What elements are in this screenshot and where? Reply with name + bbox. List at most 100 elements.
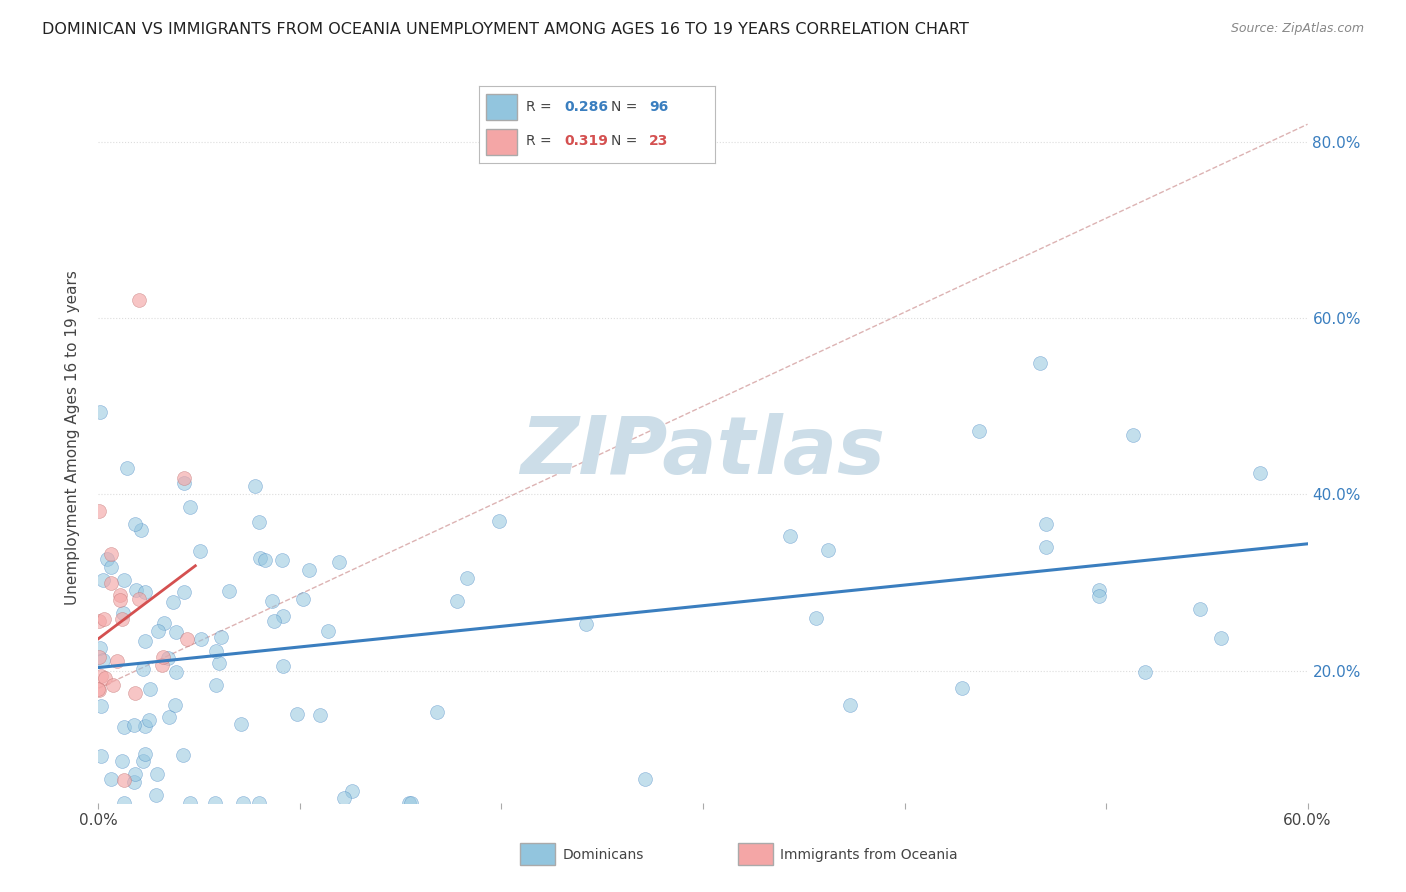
Point xyxy=(90,668,112,682)
Point xyxy=(342,784,364,798)
Point xyxy=(87,683,110,698)
Point xyxy=(1249,466,1271,480)
Point xyxy=(488,514,510,528)
Point xyxy=(806,611,828,625)
Point xyxy=(124,775,146,789)
Text: Dominicans: Dominicans xyxy=(562,847,644,862)
Point xyxy=(249,551,271,566)
Point xyxy=(173,584,195,599)
Point xyxy=(247,515,270,529)
Point xyxy=(1035,517,1057,532)
Point xyxy=(817,542,839,557)
Point xyxy=(967,424,990,438)
Point xyxy=(157,650,180,665)
Point xyxy=(262,594,284,608)
Point xyxy=(1029,356,1052,370)
Point xyxy=(165,624,187,639)
Point xyxy=(105,654,128,668)
Point xyxy=(1088,582,1111,597)
Point xyxy=(145,789,167,803)
Point xyxy=(398,796,420,810)
Text: Source: ZipAtlas.com: Source: ZipAtlas.com xyxy=(1230,22,1364,36)
Point xyxy=(1088,589,1111,603)
Point xyxy=(91,573,114,587)
Point xyxy=(1035,540,1057,554)
Point xyxy=(108,588,131,602)
Point xyxy=(243,479,266,493)
Point xyxy=(93,612,115,626)
Point xyxy=(1122,428,1144,442)
Point xyxy=(128,591,150,606)
Point xyxy=(332,790,354,805)
Point xyxy=(204,796,226,810)
Point xyxy=(298,564,321,578)
Point xyxy=(1188,602,1211,616)
Point xyxy=(253,552,276,566)
Point xyxy=(112,772,135,787)
Point xyxy=(271,658,294,673)
Point xyxy=(172,747,194,762)
Point xyxy=(285,706,308,721)
Point xyxy=(89,641,111,656)
Point xyxy=(446,594,468,608)
Point xyxy=(575,617,598,632)
Point xyxy=(108,593,131,607)
Point xyxy=(111,754,134,768)
Point xyxy=(111,606,134,620)
Point xyxy=(188,544,211,558)
Point xyxy=(139,681,162,696)
Point xyxy=(146,624,169,638)
Point xyxy=(153,615,176,630)
Point xyxy=(134,585,156,599)
Point xyxy=(1209,631,1232,645)
Point xyxy=(157,710,180,724)
Point xyxy=(111,612,134,626)
Point xyxy=(100,560,122,574)
Point xyxy=(100,576,122,591)
Point xyxy=(124,686,146,700)
Point xyxy=(101,678,124,692)
Point xyxy=(112,796,135,810)
Point xyxy=(128,293,150,308)
Point xyxy=(131,662,153,676)
Point xyxy=(90,699,112,714)
Point xyxy=(209,630,232,644)
Point xyxy=(125,582,148,597)
Point xyxy=(87,649,110,664)
Point xyxy=(263,614,285,628)
Point xyxy=(152,657,174,672)
Point xyxy=(100,547,122,561)
Point xyxy=(131,754,153,768)
Text: DOMINICAN VS IMMIGRANTS FROM OCEANIA UNEMPLOYMENT AMONG AGES 16 TO 19 YEARS CORR: DOMINICAN VS IMMIGRANTS FROM OCEANIA UNE… xyxy=(42,22,969,37)
Point xyxy=(399,796,422,810)
Point xyxy=(271,552,294,566)
Point xyxy=(134,747,156,762)
Point xyxy=(247,796,270,810)
Point xyxy=(87,682,110,697)
Point xyxy=(208,657,231,671)
Point xyxy=(112,573,135,587)
Point xyxy=(89,614,111,628)
Text: Immigrants from Oceania: Immigrants from Oceania xyxy=(780,847,957,862)
Point xyxy=(112,720,135,734)
Point xyxy=(94,671,117,685)
Point xyxy=(117,461,139,475)
Point xyxy=(950,681,973,695)
Point xyxy=(96,552,118,566)
Point xyxy=(205,678,228,692)
Point xyxy=(162,595,184,609)
Point xyxy=(318,624,340,639)
Point xyxy=(146,767,169,781)
Point xyxy=(179,500,201,514)
Point xyxy=(122,718,145,732)
Point xyxy=(89,503,111,517)
Point xyxy=(176,632,198,646)
Point xyxy=(271,609,294,624)
Point xyxy=(456,571,478,585)
Point xyxy=(165,665,187,680)
Point xyxy=(173,471,195,485)
Point xyxy=(91,653,114,667)
Point xyxy=(163,698,186,712)
Point xyxy=(426,705,449,719)
Point xyxy=(100,772,122,786)
